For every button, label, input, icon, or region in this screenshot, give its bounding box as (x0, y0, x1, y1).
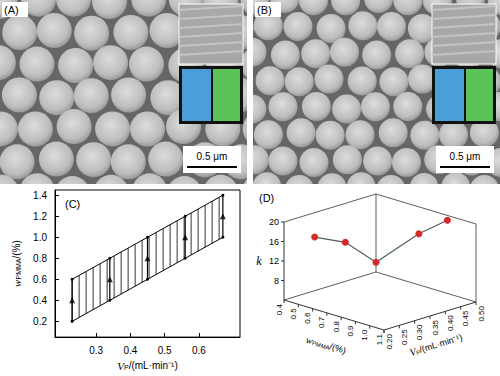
svg-text:0.30: 0.30 (415, 324, 424, 340)
svg-text:0.5: 0.5 (289, 308, 298, 320)
svg-text:0.2: 0.2 (33, 316, 47, 327)
svg-text:w: w (304, 333, 315, 347)
svg-text:0.8: 0.8 (332, 321, 341, 333)
svg-text:0.4: 0.4 (33, 295, 47, 306)
svg-text:0.6: 0.6 (303, 312, 312, 324)
svg-text:0.6: 0.6 (192, 345, 206, 356)
svg-text:0.35: 0.35 (431, 319, 440, 335)
svg-text:k: k (256, 254, 262, 268)
svg-text:20: 20 (269, 217, 279, 227)
svg-text:0.3: 0.3 (89, 345, 103, 356)
svg-text:0.45: 0.45 (461, 310, 470, 326)
svg-text:8: 8 (274, 276, 279, 286)
svg-text:0.7: 0.7 (317, 316, 326, 328)
svg-text:PMMA: PMMA (311, 340, 330, 351)
html-text:VP: VP (117, 359, 129, 372)
svg-text:1.0: 1.0 (33, 232, 47, 243)
svg-text:1.1: 1.1 (375, 333, 384, 345)
svg-text:0.9: 0.9 (346, 325, 355, 337)
svg-text:0.4: 0.4 (123, 345, 137, 356)
svg-text:V: V (408, 345, 418, 359)
svg-text:1.4: 1.4 (33, 190, 47, 201)
svg-text:/(%): /(%) (328, 341, 347, 355)
svg-text:1.2: 1.2 (33, 211, 47, 222)
svg-text:PMMA: PMMA (15, 258, 22, 279)
svg-text:0.50: 0.50 (477, 305, 486, 321)
svg-text:0.4: 0.4 (275, 303, 284, 315)
svg-text:12: 12 (269, 256, 279, 266)
svg-text:(A): (A) (4, 4, 19, 16)
svg-text:16: 16 (269, 237, 279, 247)
svg-text:w: w (10, 279, 23, 287)
svg-text:/(%): /(%) (11, 240, 22, 258)
svg-text:0.5 μm: 0.5 μm (197, 151, 228, 162)
svg-text:0.8: 0.8 (33, 253, 47, 264)
svg-text:0.40: 0.40 (446, 315, 455, 331)
svg-text:(B): (B) (257, 4, 272, 16)
svg-text:/(mL·min⁻¹): /(mL·min⁻¹) (418, 332, 463, 355)
svg-text:0.5: 0.5 (158, 345, 172, 356)
svg-text:P: P (415, 349, 421, 356)
svg-text:0.5 μm: 0.5 μm (450, 151, 481, 162)
svg-text:0.25: 0.25 (400, 329, 409, 345)
svg-text:0.20: 0.20 (385, 333, 394, 349)
svg-text:(D): (D) (259, 192, 274, 204)
svg-text:0.6: 0.6 (33, 274, 47, 285)
svg-text:/(mL·min⁻¹): /(mL·min⁻¹) (129, 360, 178, 371)
svg-text:1.0: 1.0 (360, 329, 369, 341)
svg-text:(C): (C) (65, 198, 80, 210)
